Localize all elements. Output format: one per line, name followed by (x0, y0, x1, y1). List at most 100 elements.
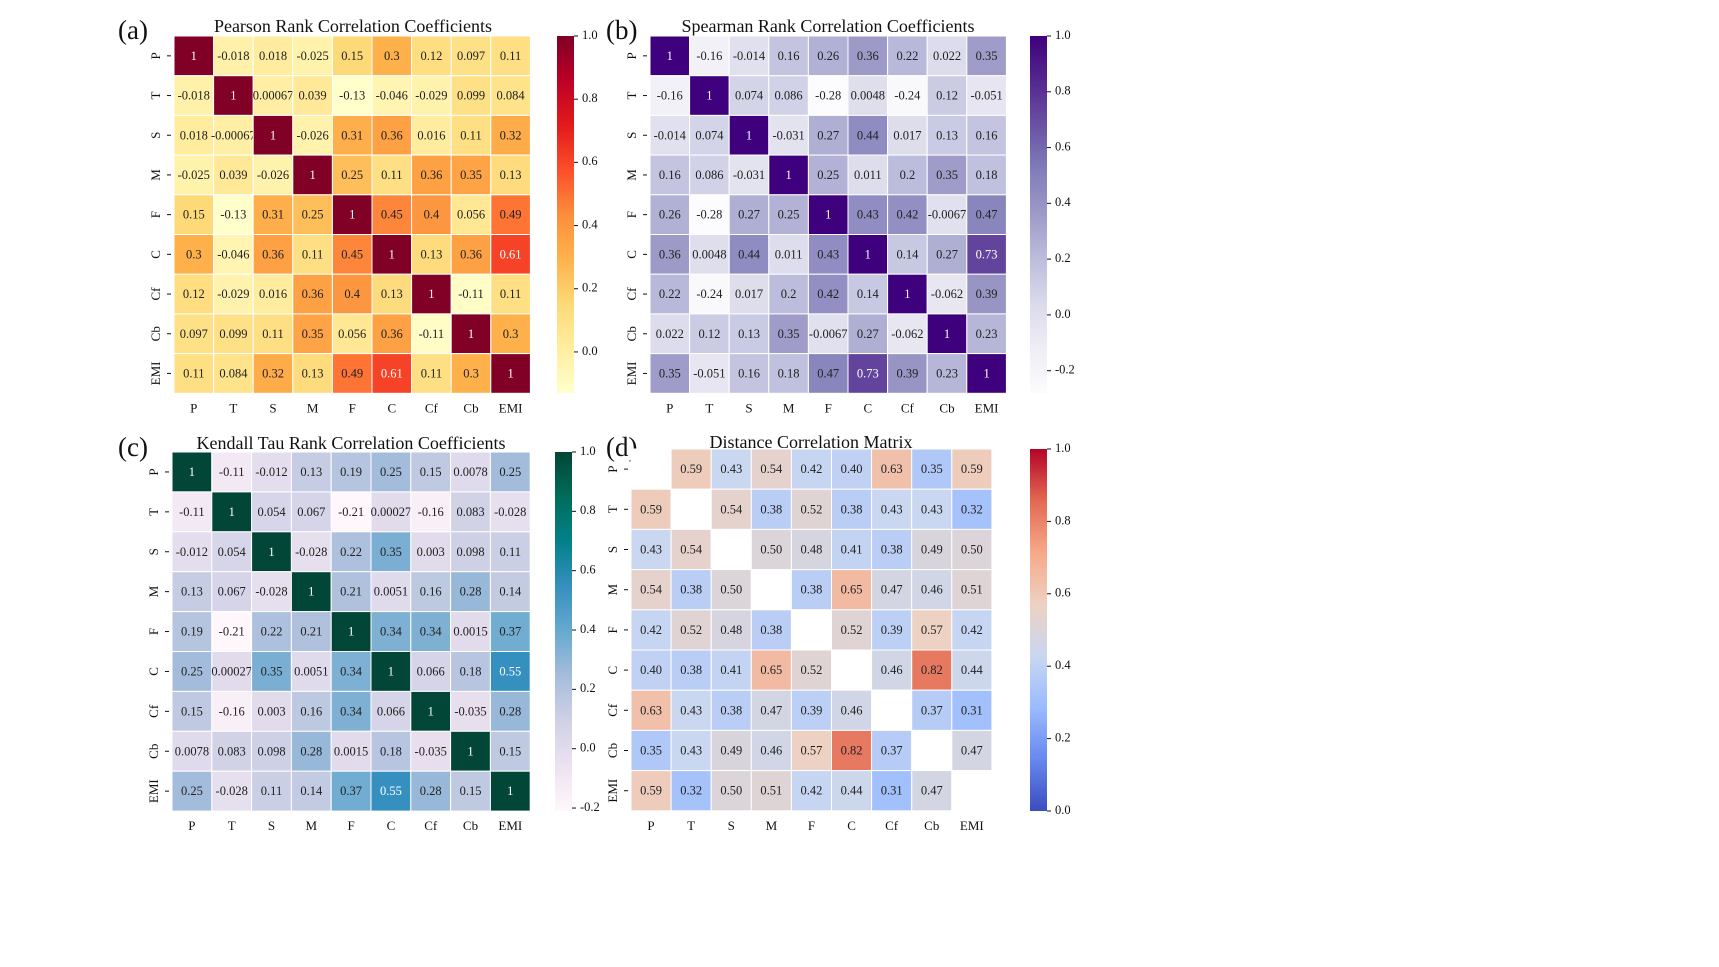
heatmap-cell (410, 690, 452, 732)
heatmap-cell (871, 609, 913, 651)
cell-label: 1 (667, 49, 673, 63)
heatmap-cell (750, 569, 792, 611)
x-tick-label: P (647, 818, 654, 833)
heatmap-cell (630, 609, 672, 651)
cell-label: 0.16 (420, 585, 442, 599)
heatmap-cell (490, 313, 531, 355)
cell-label: 0.43 (881, 502, 903, 516)
cell-label: -0.24 (894, 89, 921, 103)
cell-label: 0.022 (933, 49, 961, 63)
cell-label: 0.55 (499, 664, 521, 678)
cell-label: 1 (904, 287, 910, 301)
cell-label: 0.43 (921, 502, 943, 516)
cell-label: 0.3 (186, 247, 202, 261)
cell-label: 0.35 (460, 168, 482, 182)
cell-label: 0.37 (921, 703, 943, 717)
cell-label: 0.16 (976, 128, 998, 142)
y-tick-label: M (605, 583, 620, 595)
cell-label: 0.57 (921, 623, 943, 637)
heatmap-cell (951, 689, 993, 731)
cell-label: 0.51 (961, 583, 983, 597)
heatmap-cell (768, 75, 809, 116)
colorbar-tick-label: 0.0 (1055, 307, 1071, 321)
cell-label: 0.46 (881, 663, 903, 677)
x-tick-label: S (728, 818, 735, 833)
cell-label: 0.35 (302, 327, 324, 341)
x-tick-label: Cb (463, 400, 478, 415)
cell-label: 0.44 (841, 784, 864, 798)
cell-label: 0.35 (261, 664, 283, 678)
cell-label: -0.051 (970, 89, 1002, 103)
cell-label: 0.25 (380, 465, 402, 479)
cell-label: 0.11 (302, 247, 323, 261)
cell-label: 0.42 (817, 287, 839, 301)
cell-label: 1 (825, 208, 831, 222)
cell-label: 0.42 (896, 208, 918, 222)
cell-label: 0.098 (257, 744, 285, 758)
cell-label: 0.15 (183, 208, 205, 222)
heatmap-cell (171, 690, 213, 732)
cell-label: 0.083 (218, 744, 246, 758)
heatmap-cell (728, 273, 770, 315)
heatmap-cell (670, 689, 712, 731)
heatmap-cell (331, 114, 373, 156)
cell-label: 1 (308, 585, 314, 599)
heatmap-cell (173, 114, 215, 156)
heatmap-cell (710, 649, 752, 691)
heatmap-cell (331, 234, 373, 275)
y-tick-label: T (605, 505, 620, 513)
chart-title: Kendall Tau Rank Correlation Coefficient… (197, 433, 506, 453)
x-tick-label: Cb (939, 400, 954, 415)
cell-label: 0.35 (936, 168, 958, 182)
heatmap-cell (252, 75, 294, 116)
heatmap-panel-1: (a) Pearson Rank Correlation Coefficients… (118, 15, 598, 415)
heatmap-cell (330, 651, 372, 692)
heatmap-cell (750, 609, 792, 651)
cell-label: 0.36 (420, 168, 442, 182)
cell-label: 0.21 (300, 625, 322, 639)
y-tick-label: Cf (146, 704, 161, 718)
cell-label: 1 (785, 168, 791, 182)
cell-label: 0.056 (457, 208, 485, 222)
colorbar-tick-label: 0.0 (582, 344, 598, 358)
cell-label: 0.13 (300, 465, 322, 479)
heatmap-cell (171, 651, 213, 692)
cell-label: 1 (191, 49, 197, 63)
heatmap-cell (211, 690, 253, 732)
cell-label: 0.34 (340, 664, 363, 678)
cell-label: 0.47 (817, 366, 839, 380)
heatmap-cell (330, 730, 372, 772)
cell-label: 0.73 (857, 366, 879, 380)
cell-label: 0.47 (976, 208, 998, 222)
heatmap-cell (450, 770, 491, 812)
heatmap-cell (450, 75, 492, 116)
cell-label: 0.13 (500, 168, 522, 182)
heatmap-cell (728, 353, 770, 394)
cell-label: 0.15 (341, 49, 363, 63)
cell-label: 0.49 (341, 366, 363, 380)
x-tick-label: P (190, 400, 197, 415)
heatmap-cell (951, 448, 993, 490)
cell-label: 0.42 (801, 462, 823, 476)
cell-label: 0.11 (500, 545, 521, 559)
cell-label: 0.13 (181, 585, 203, 599)
cell-label: 0.39 (896, 366, 918, 380)
y-tick-label: Cb (605, 743, 620, 758)
x-tick-label: C (863, 400, 872, 415)
cell-label: 0.097 (180, 327, 208, 341)
heatmap-cell (171, 611, 213, 652)
cell-label: 0.084 (497, 89, 526, 103)
cell-label: -0.028 (255, 585, 287, 599)
cell-label: 0.44 (961, 663, 984, 677)
cell-label: 0.61 (381, 366, 403, 380)
heatmap-cell (689, 194, 730, 236)
heatmap-cell (670, 448, 712, 490)
heatmap-cell (750, 689, 792, 731)
cell-label: 1 (189, 465, 195, 479)
cell-label: 0.35 (976, 49, 998, 63)
cell-label: 0.59 (680, 462, 702, 476)
cell-label: -0.062 (931, 287, 963, 301)
cell-label: 0.14 (300, 784, 323, 798)
heatmap-cell (331, 353, 373, 394)
cell-label: 0.39 (976, 287, 998, 301)
